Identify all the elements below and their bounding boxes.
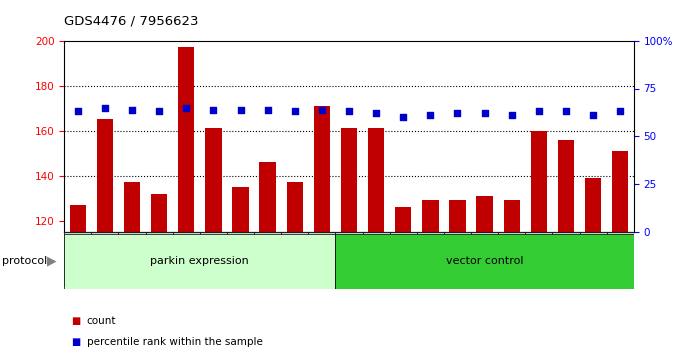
Text: ■: ■ [71,337,80,347]
Text: vector control: vector control [446,256,524,266]
Text: GSM729745: GSM729745 [236,236,245,282]
Text: parkin expression: parkin expression [151,256,249,266]
Bar [64,232,91,287]
Bar [477,196,493,232]
Text: GSM729734: GSM729734 [507,236,517,282]
Point [398,114,409,120]
Bar [200,232,227,287]
Bar [91,232,119,287]
Bar [64,234,336,289]
Text: GSM729743: GSM729743 [181,236,191,282]
Text: GSM729747: GSM729747 [290,236,299,282]
Bar [368,129,385,232]
Bar [281,232,309,287]
Text: GSM729739: GSM729739 [73,236,82,282]
Text: GSM729740: GSM729740 [101,236,110,282]
Text: GSM729738: GSM729738 [616,236,625,282]
Bar [97,119,113,232]
Bar [205,129,221,232]
Bar [178,47,195,232]
Point [316,107,327,112]
Bar [227,232,254,287]
Bar [607,232,634,287]
Bar [232,187,248,232]
Text: GSM729741: GSM729741 [128,236,137,282]
Text: GSM729733: GSM729733 [480,236,489,282]
Bar [503,200,520,232]
Bar [417,232,444,287]
Bar [395,207,411,232]
Point [343,109,355,114]
Point [506,113,517,118]
Point [452,110,463,116]
Bar [579,232,607,287]
Text: ▶: ▶ [47,255,57,268]
Text: GSM729730: GSM729730 [399,236,408,282]
Bar [336,232,362,287]
Point [371,110,382,116]
Point [181,105,192,110]
Point [235,107,246,112]
Point [615,109,626,114]
Point [479,110,490,116]
Text: GSM729742: GSM729742 [155,236,163,282]
Bar [422,200,438,232]
Text: GSM729746: GSM729746 [263,236,272,282]
Text: GSM729744: GSM729744 [209,236,218,282]
Text: GSM729729: GSM729729 [371,236,380,282]
Bar [146,232,172,287]
Point [72,109,83,114]
Text: count: count [87,316,116,326]
Bar [341,129,357,232]
Text: GSM729736: GSM729736 [561,236,570,282]
Text: protocol: protocol [2,256,47,266]
Text: GSM729735: GSM729735 [535,236,543,282]
Point [289,109,300,114]
Bar [309,232,336,287]
Bar [260,162,276,232]
Point [588,113,599,118]
Bar [552,232,579,287]
Bar [336,234,634,289]
Point [425,113,436,118]
Text: GSM729727: GSM729727 [318,236,327,282]
Text: GSM729732: GSM729732 [453,236,462,282]
Bar [526,232,552,287]
Bar [151,194,168,232]
Text: GSM729737: GSM729737 [588,236,597,282]
Bar [444,232,471,287]
Bar [585,178,601,232]
Text: ■: ■ [71,316,80,326]
Point [208,107,219,112]
Point [560,109,572,114]
Bar [450,200,466,232]
Bar [313,106,330,232]
Point [533,109,544,114]
Bar [612,151,628,232]
Point [126,107,138,112]
Bar [70,205,86,232]
Point [154,109,165,114]
Bar [471,232,498,287]
Text: percentile rank within the sample: percentile rank within the sample [87,337,262,347]
Bar [362,232,389,287]
Bar [287,182,303,232]
Bar [530,131,547,232]
Bar [558,140,574,232]
Point [99,105,110,110]
Text: GDS4476 / 7956623: GDS4476 / 7956623 [64,14,199,27]
Text: GSM729728: GSM729728 [345,236,353,282]
Bar [389,232,417,287]
Bar [254,232,281,287]
Bar [498,232,526,287]
Bar [124,182,140,232]
Point [262,107,273,112]
Bar [172,232,200,287]
Bar [119,232,146,287]
Text: GSM729731: GSM729731 [426,236,435,282]
